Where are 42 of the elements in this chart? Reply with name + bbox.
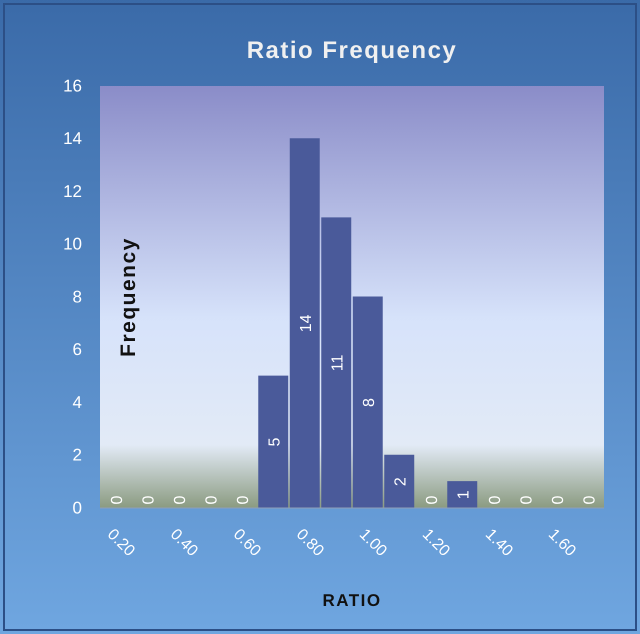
bar [384, 454, 414, 508]
y-tick-label: 4 [72, 392, 82, 412]
x-axis-title: RATIO [322, 591, 382, 610]
data-label: 0 [140, 495, 158, 504]
bar [352, 296, 383, 508]
bar [321, 217, 352, 508]
x-tick-label: 0.80 [292, 526, 327, 560]
data-label: 0 [518, 495, 536, 504]
y-tick-label: 2 [72, 446, 82, 465]
y-tick-label: 6 [72, 340, 82, 360]
y-axis-title: Frequency [117, 237, 140, 357]
data-label: 8 [360, 398, 378, 407]
data-label: 0 [108, 495, 126, 504]
data-label: 11 [329, 354, 346, 372]
x-tick-label: 1.60 [544, 526, 579, 560]
data-label: 14 [298, 314, 315, 332]
chart-title: Ratio Frequency [246, 37, 458, 64]
x-tick-label: 1.00 [356, 526, 390, 560]
y-tick-label: 10 [63, 234, 82, 254]
data-label: 0 [486, 495, 504, 504]
data-label: 2 [392, 477, 410, 486]
bar [258, 376, 288, 508]
y-tick-label: 0 [72, 498, 82, 518]
x-tick-label: 1.40 [482, 526, 516, 560]
bar [447, 481, 478, 508]
data-label: 0 [581, 495, 598, 504]
data-label: 0 [234, 495, 252, 504]
data-label: 0 [550, 495, 567, 504]
data-label: 0 [424, 495, 441, 504]
x-tick-label: 0.40 [166, 526, 201, 560]
data-label: 0 [203, 495, 220, 504]
y-tick-label: 14 [63, 129, 82, 148]
x-tick-label: 1.20 [418, 526, 453, 560]
data-label: 0 [172, 495, 189, 504]
y-tick-label: 8 [72, 287, 82, 306]
y-tick-label: 12 [63, 182, 82, 201]
y-tick-label: 16 [63, 76, 82, 96]
x-tick-label: 0.20 [104, 526, 138, 560]
data-label: 5 [266, 438, 284, 447]
data-label: 1 [455, 490, 472, 500]
x-tick-label: 0.60 [230, 526, 264, 560]
bar [290, 138, 320, 508]
